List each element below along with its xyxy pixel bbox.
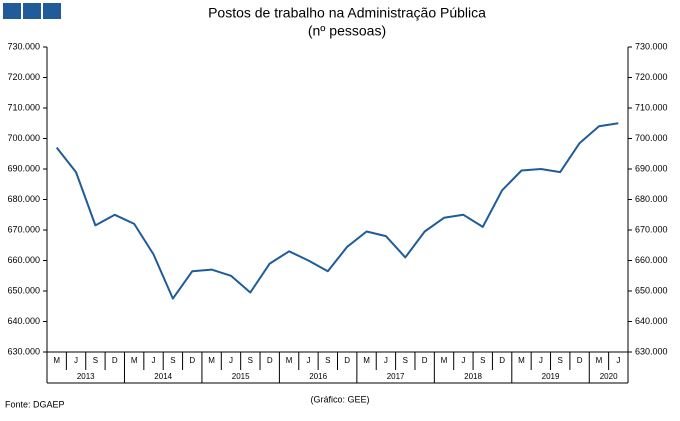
x-tick-label: M xyxy=(363,356,370,365)
x-tick-label: D xyxy=(577,356,583,365)
x-tick-label: M xyxy=(53,356,60,365)
chart-subtitle: (nº pessoas) xyxy=(308,23,386,39)
x-tick-label: D xyxy=(344,356,350,365)
y2-tick-label: 670.000 xyxy=(635,224,668,234)
y-tick-label: 670.000 xyxy=(7,224,40,234)
y-tick-label: 690.000 xyxy=(7,163,40,173)
y-tick-label: 680.000 xyxy=(7,194,40,204)
y2-tick-label: 650.000 xyxy=(635,285,668,295)
y-tick-label: 640.000 xyxy=(7,316,40,326)
x-group-label: 2013 xyxy=(77,372,95,381)
x-tick-label: J xyxy=(461,356,465,365)
x-tick-label: M xyxy=(518,356,525,365)
x-tick-label: S xyxy=(325,356,330,365)
data-line xyxy=(55,122,619,300)
x-tick-label: M xyxy=(286,356,293,365)
x-tick-label: J xyxy=(539,356,543,365)
x-group-label: 2015 xyxy=(232,372,250,381)
x-tick-label: J xyxy=(306,356,310,365)
x-tick-label: J xyxy=(229,356,233,365)
y-tick-label: 660.000 xyxy=(7,255,40,265)
x-tick-label: J xyxy=(384,356,388,365)
y-tick-label: 700.000 xyxy=(7,133,40,143)
x-group-label: 2014 xyxy=(154,372,172,381)
x-tick-label: D xyxy=(189,356,195,365)
y-tick-label: 730.000 xyxy=(7,41,40,51)
x-tick-label: D xyxy=(267,356,273,365)
x-group-label: 2016 xyxy=(309,372,327,381)
x-tick-label: M xyxy=(208,356,215,365)
x-tick-label: J xyxy=(152,356,156,365)
y2-tick-label: 660.000 xyxy=(635,255,668,265)
y-tick-label: 710.000 xyxy=(7,102,40,112)
y-tick-label: 650.000 xyxy=(7,285,40,295)
logo-square xyxy=(3,3,21,19)
y-tick-label: 630.000 xyxy=(7,346,40,356)
x-tick-label: S xyxy=(558,356,563,365)
x-tick-label: S xyxy=(480,356,485,365)
source: Fonte: DGAEP xyxy=(5,399,65,409)
y2-tick-label: 690.000 xyxy=(635,163,668,173)
x-group-label: 2020 xyxy=(600,372,618,381)
x-tick-label: S xyxy=(248,356,253,365)
y-tick-label: 720.000 xyxy=(7,72,40,82)
logo-square xyxy=(23,3,41,19)
x-tick-label: D xyxy=(499,356,505,365)
y2-tick-label: 700.000 xyxy=(635,133,668,143)
logo-square xyxy=(43,3,61,19)
y2-tick-label: 680.000 xyxy=(635,194,668,204)
x-tick-label: M xyxy=(441,356,448,365)
y2-tick-label: 630.000 xyxy=(635,346,668,356)
x-group-label: 2017 xyxy=(387,372,405,381)
x-tick-label: M xyxy=(131,356,138,365)
x-tick-label: J xyxy=(74,356,78,365)
x-tick-label: M xyxy=(596,356,603,365)
x-tick-label: S xyxy=(170,356,175,365)
x-tick-label: S xyxy=(403,356,408,365)
y2-tick-label: 710.000 xyxy=(635,102,668,112)
x-tick-label: D xyxy=(112,356,118,365)
x-tick-label: S xyxy=(93,356,98,365)
x-group-label: 2018 xyxy=(464,372,482,381)
chart-title: Postos de trabalho na Administração Públ… xyxy=(208,5,486,21)
x-tick-label: D xyxy=(422,356,428,365)
x-group-label: 2019 xyxy=(542,372,560,381)
y2-tick-label: 640.000 xyxy=(635,316,668,326)
y2-tick-label: 720.000 xyxy=(635,72,668,82)
x-tick-label: J xyxy=(616,356,620,365)
credit: (Gráfico: GEE) xyxy=(310,394,369,404)
y2-tick-label: 730.000 xyxy=(635,41,668,51)
